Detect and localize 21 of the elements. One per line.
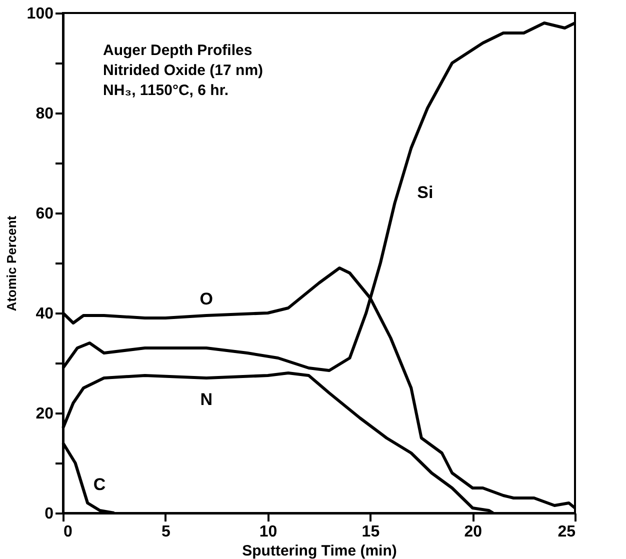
series-label: Si xyxy=(417,183,434,202)
x-axis-title: Sputtering Time (min) xyxy=(242,542,397,559)
y-tick-label: 0 xyxy=(44,506,54,522)
x-tick-label: 10 xyxy=(259,524,278,540)
series-label: O xyxy=(200,290,213,308)
y-tick-label: 80 xyxy=(36,106,54,122)
x-tick-label: 20 xyxy=(464,524,482,540)
series-label: C xyxy=(93,475,106,494)
y-tick-label: 40 xyxy=(36,306,54,322)
series-label: N xyxy=(200,390,212,409)
annotation: NH₃, 1150°C, 6 hr. xyxy=(103,82,228,99)
x-tick-label: 15 xyxy=(362,524,380,540)
y-tick-label: 60 xyxy=(36,206,54,222)
y-tick-label: 20 xyxy=(36,406,54,422)
x-tick-label: 5 xyxy=(161,524,170,540)
y-axis-title: Atomic Percent xyxy=(4,215,19,312)
annotation: Nitrided Oxide (17 nm) xyxy=(103,62,264,79)
x-tick-label: 0 xyxy=(64,524,72,540)
x-tick-label: 25 xyxy=(558,524,576,540)
annotation: Auger Depth Profiles xyxy=(103,42,252,59)
y-tick-label: 100 xyxy=(26,6,54,22)
